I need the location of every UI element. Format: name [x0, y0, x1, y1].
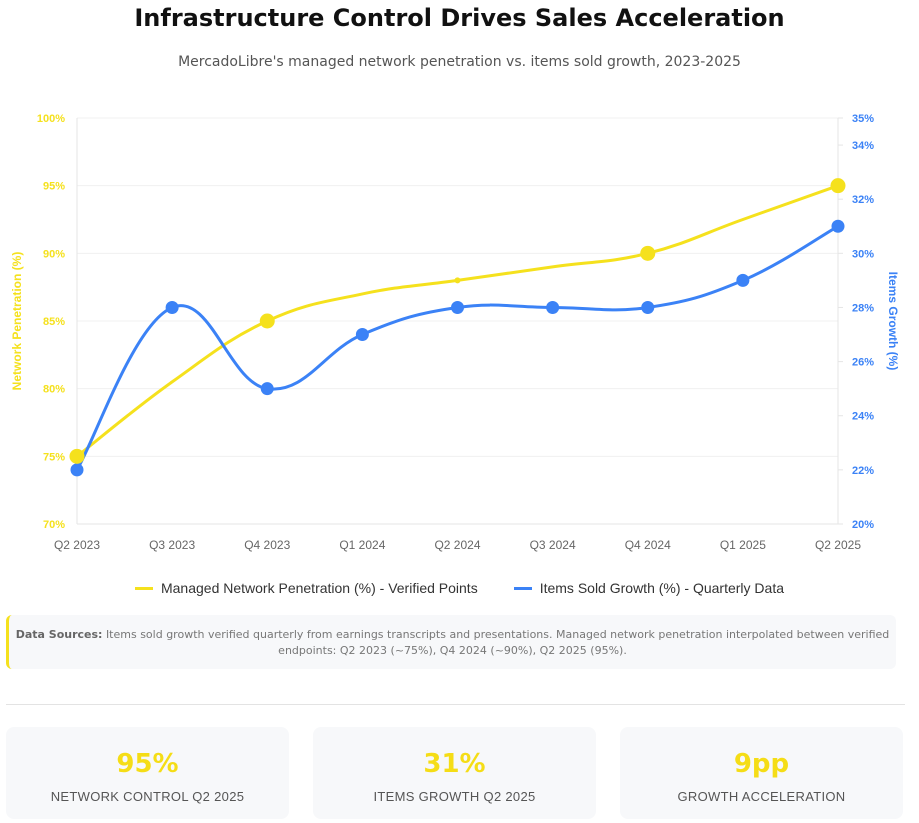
items-growth-point [831, 219, 845, 233]
penetration-point [454, 277, 461, 284]
combo-line-chart: 70% 75% 80% 85% 90% 95% 100% 20% 22% 24% 26% 28% 30%… [10, 113, 900, 552]
x-tick-label: Q4 2024 [625, 538, 671, 552]
legend-label: Items Sold Growth (%) - Quarterly Data [539, 580, 784, 596]
x-tick-label: Q3 2024 [530, 538, 576, 552]
page-subtitle: MercadoLibre's managed network penetrati… [178, 54, 741, 70]
y-left-axis-title: Network Penetration (%) [10, 252, 24, 391]
y-right-tick-label: 26% [852, 357, 874, 369]
y-right-tick-label: 35% [852, 113, 874, 125]
x-tick-label: Q3 2023 [149, 538, 195, 552]
y-left-tick-label: 70% [43, 519, 65, 531]
items-growth-point [451, 300, 464, 314]
legend-swatch [513, 586, 532, 590]
y-left-tick-label: 90% [43, 248, 65, 260]
stat-label: GROWTH ACCELERATION [677, 789, 846, 804]
stat-label: ITEMS GROWTH Q2 2025 [373, 789, 536, 804]
stat-value: 31% [423, 749, 486, 779]
items-growth-point [260, 382, 274, 396]
legend-item-penetration[interactable]: Managed Network Penetration (%) - Verifi… [134, 580, 478, 596]
chart-legend: Managed Network Penetration (%) - Verifi… [0, 580, 919, 596]
stat-card-growth-acceleration: 9pp GROWTH ACCELERATION [620, 727, 903, 819]
y-right-tick-label: 32% [852, 194, 874, 206]
y-right-tick-label: 28% [852, 302, 874, 314]
x-tick-label: Q1 2024 [339, 538, 385, 552]
x-tick-label: Q2 2024 [434, 538, 480, 552]
x-tick-label: Q4 2023 [244, 538, 290, 552]
y-right-tick-label: 34% [852, 140, 874, 152]
penetration-point [830, 178, 846, 194]
legend-swatch [134, 586, 153, 590]
y-right-tick-label: 20% [852, 519, 874, 531]
y-right-tick-label: 22% [852, 465, 874, 477]
y-left-tick-label: 80% [43, 384, 65, 396]
data-sources-note: Data Sources: Items sold growth verified… [6, 615, 896, 669]
stat-card-network-control: 95% NETWORK CONTROL Q2 2025 [6, 727, 289, 819]
stat-card-items-growth: 31% ITEMS GROWTH Q2 2025 [313, 727, 596, 819]
items-growth-point [641, 300, 655, 314]
items-growth-point [355, 328, 369, 342]
stat-value: 9pp [733, 749, 790, 779]
items-growth-line [75, 224, 839, 471]
page-title: Infrastructure Control Drives Sales Acce… [134, 4, 785, 32]
y-right-tick-label: 30% [852, 248, 874, 260]
x-tick-label: Q2 2025 [815, 538, 861, 552]
y-right-tick-label: 24% [852, 411, 874, 423]
y-left-tick-label: 100% [37, 113, 65, 125]
items-growth-point [165, 300, 179, 314]
stat-label: NETWORK CONTROL Q2 2025 [50, 789, 245, 804]
legend-label: Managed Network Penetration (%) - Verifi… [160, 580, 478, 596]
x-tick-label: Q2 2023 [54, 538, 100, 552]
sources-label: Data Sources: [15, 628, 103, 641]
items-growth-point [736, 273, 750, 287]
penetration-point [640, 245, 656, 261]
items-growth-point [546, 300, 560, 314]
y-right-axis-title: Items Growth (%) [886, 272, 900, 371]
penetration-point [259, 313, 275, 329]
x-tick-label: Q1 2025 [720, 538, 766, 552]
y-left-tick-label: 75% [43, 451, 65, 463]
divider [6, 704, 905, 705]
penetration-point [69, 448, 85, 464]
y-left-tick-label: 85% [43, 316, 65, 328]
items-growth-point [70, 463, 84, 477]
stat-value: 95% [116, 749, 179, 779]
sources-text: Items sold growth verified quarterly fro… [105, 628, 890, 657]
y-left-tick-label: 95% [43, 181, 65, 193]
legend-item-items-growth[interactable]: Items Sold Growth (%) - Quarterly Data [513, 580, 784, 596]
